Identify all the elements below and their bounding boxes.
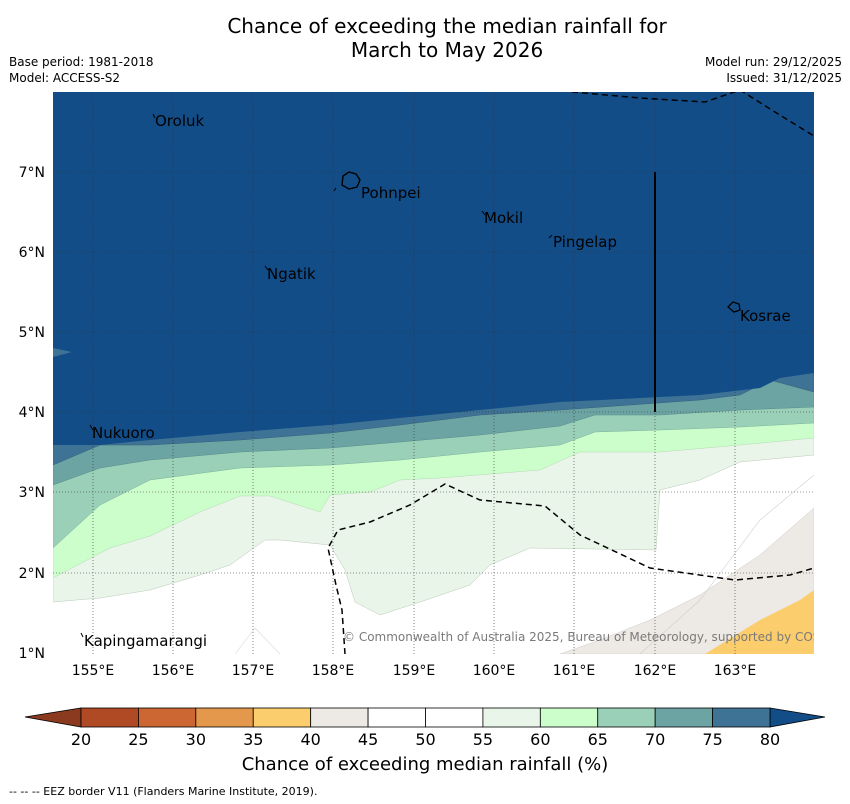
lat-label: 5°N (19, 325, 45, 341)
lat-label: 4°N (19, 405, 45, 421)
place-mokil: Mokil (484, 209, 523, 227)
run-info: Model run: 29/12/2025 Issued: 31/12/2025 (705, 54, 842, 86)
ngatik-marker (264, 265, 269, 271)
left-wedge (53, 348, 72, 357)
colorbar-label: Chance of exceeding median rainfall (%) (241, 754, 609, 775)
lat-label: 1°N (19, 646, 45, 662)
colorbar: 20 25 30 35 40 45 50 55 60 65 70 75 80 (24, 707, 826, 749)
colorbar-tick-label: 25 (128, 730, 148, 749)
contour-line (234, 627, 281, 654)
colorbar-tick-label: 75 (702, 730, 722, 749)
lon-label: 156°E (152, 663, 195, 679)
lon-label: 163°E (714, 663, 757, 679)
lat-label: 7°N (19, 165, 45, 181)
map-title: Chance of exceeding the median rainfall … (0, 14, 850, 62)
kapingamarangi-marker (80, 632, 84, 638)
lon-label: 158°E (312, 663, 355, 679)
place-kosrae: Kosrae (740, 307, 791, 325)
colorbar-swatch (597, 707, 656, 728)
place-labels: Oroluk Pohnpei Mokil Pingelap Ngatik Kos… (80, 112, 791, 650)
mokil-marker (481, 210, 486, 216)
colorbar-tick-label: 30 (186, 730, 206, 749)
colorbar-swatch (712, 707, 771, 728)
colorbar-swatch (654, 707, 713, 728)
base-period: Base period: 1981-2018 (9, 55, 154, 69)
lat-lon-grid (53, 92, 814, 654)
lon-label: 159°E (393, 663, 436, 679)
colorbar-tick-label: 40 (300, 730, 320, 749)
colorbar-tick-label: 70 (645, 730, 665, 749)
colorbar-tick-label: 50 (415, 730, 435, 749)
kosrae-island-shape (727, 301, 741, 313)
lon-label: 162°E (634, 663, 677, 679)
place-nukuoro: Nukuoro (92, 424, 155, 442)
colorbar-under-arrow (24, 707, 82, 728)
issued-date: Issued: 31/12/2025 (726, 71, 842, 85)
eez-borders (327, 92, 814, 654)
model-run: Model run: 29/12/2025 (704, 55, 842, 69)
colorbar-swatch (310, 707, 369, 728)
colorbar-swatch (367, 707, 426, 728)
lon-label: 155°E (72, 663, 115, 679)
copyright-notice: © Commonwealth of Australia 2025, Bureau… (343, 630, 848, 644)
contour-line (639, 474, 814, 654)
pohnpei-island-shape (341, 171, 361, 190)
eez-border-top (571, 92, 814, 137)
oroluk-marker (152, 113, 156, 119)
place-ngatik: Ngatik (267, 265, 316, 283)
colorbar-swatch (195, 707, 254, 728)
longitude-axis: 155°E 156°E 157°E 158°E 159°E 160°E 161°… (72, 663, 757, 679)
colorbar-swatch (252, 707, 312, 728)
place-pingelap: Pingelap (553, 233, 617, 251)
place-kapingamarangi: Kapingamarangi (84, 632, 207, 650)
place-oroluk: Oroluk (155, 112, 204, 130)
latitude-axis: 7°N 6°N 5°N 4°N 3°N 2°N 1°N (19, 165, 45, 662)
model-info: Base period: 1981-2018 Model: ACCESS-S2 (9, 54, 154, 86)
lon-label: 157°E (232, 663, 275, 679)
colorbar-tick-label: 45 (358, 730, 378, 749)
lat-label: 2°N (19, 566, 45, 582)
rainfall-map: © Commonwealth of Australia 2025, Bureau… (53, 92, 848, 654)
colorbar-swatch (138, 707, 197, 728)
colorbar-tick-label: 60 (530, 730, 550, 749)
nukuoro-marker (89, 424, 94, 431)
lat-label: 3°N (19, 485, 45, 501)
lat-label: 6°N (19, 245, 45, 261)
colorbar-swatch (539, 707, 599, 728)
colorbar-tick-label: 80 (760, 730, 780, 749)
eez-legend-note: -- -- -- EEZ border V11 (Flanders Marine… (9, 785, 318, 798)
colorbar-tick-label: 55 (473, 730, 493, 749)
eez-border-south (327, 483, 814, 654)
colorbar-tick-label: 35 (243, 730, 263, 749)
colorbar-swatch (482, 707, 541, 728)
colorbar-over-arrow (769, 707, 826, 728)
lon-label: 161°E (553, 663, 596, 679)
model-name: Model: ACCESS-S2 (9, 71, 121, 85)
place-pohnpei: Pohnpei (361, 184, 421, 202)
band-35-40 (705, 590, 814, 654)
title-line-1: Chance of exceeding the median rainfall … (227, 14, 667, 38)
band-40-45 (559, 507, 814, 654)
colorbar-tick-label: 65 (588, 730, 608, 749)
lon-label: 160°E (473, 663, 516, 679)
colorbar-tick-label: 20 (71, 730, 91, 749)
colorbar-swatch (425, 707, 484, 728)
band-over-80 (53, 92, 814, 445)
pingelap-marker (548, 234, 553, 239)
colorbar-swatch (80, 707, 139, 728)
title-line-2: March to May 2026 (350, 38, 544, 62)
islet-mark (333, 187, 337, 192)
